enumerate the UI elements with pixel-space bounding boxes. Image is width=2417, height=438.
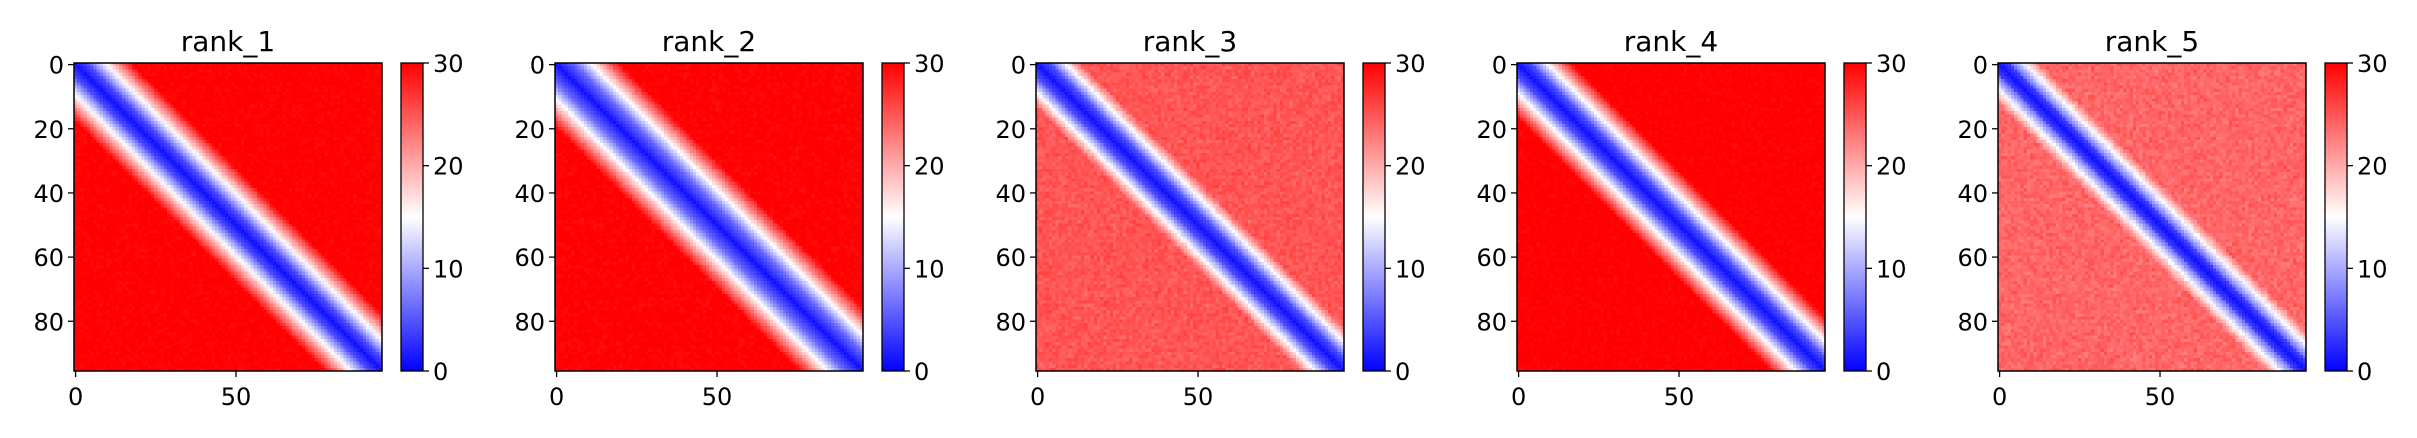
- heatmap-cells: [74, 63, 383, 372]
- panel-title: rank_1: [181, 25, 275, 58]
